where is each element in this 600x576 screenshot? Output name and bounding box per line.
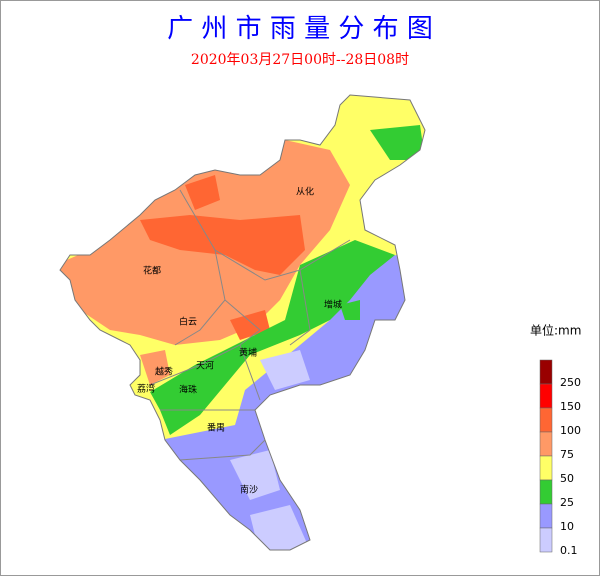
legend-label: 25 bbox=[560, 496, 574, 509]
legend-swatch bbox=[539, 407, 553, 433]
area-lavender bbox=[250, 505, 310, 550]
district-label: 天河 bbox=[196, 360, 214, 372]
area-green bbox=[340, 300, 360, 320]
area-red-orange bbox=[185, 175, 220, 210]
district-label: 越秀 bbox=[155, 366, 173, 378]
legend-label: 100 bbox=[560, 424, 581, 437]
legend-label: 150 bbox=[560, 400, 581, 413]
district-borders bbox=[149, 189, 351, 461]
legend-swatch bbox=[539, 431, 553, 457]
legend-swatch bbox=[539, 455, 553, 481]
district-label: 海珠 bbox=[179, 384, 197, 396]
district-label: 从化 bbox=[296, 186, 314, 198]
border bbox=[289, 269, 311, 346]
legend-label: 10 bbox=[560, 520, 574, 533]
area-lavender bbox=[260, 350, 310, 390]
legend-unit: 单位:mm bbox=[530, 323, 581, 338]
district-label: 黄埔 bbox=[239, 347, 257, 359]
legend-label: 50 bbox=[560, 472, 574, 485]
legend-swatch bbox=[539, 527, 553, 553]
area-green bbox=[370, 125, 425, 160]
district-label: 荔湾 bbox=[137, 383, 155, 395]
district-label: 花都 bbox=[143, 265, 161, 277]
border bbox=[179, 439, 266, 461]
legend-label: 75 bbox=[560, 448, 574, 461]
title: 广 州 市 雨 量 分 布 图 bbox=[167, 14, 433, 44]
legend-label: 250 bbox=[560, 376, 581, 389]
district-label: 增城 bbox=[324, 299, 342, 311]
border bbox=[239, 344, 261, 401]
district-label: 番禺 bbox=[207, 422, 225, 434]
legend-swatch bbox=[539, 479, 553, 505]
legend-swatch bbox=[539, 359, 553, 385]
district-label: 白云 bbox=[179, 316, 197, 328]
district-label: 南沙 bbox=[240, 484, 258, 496]
area-red-orange bbox=[140, 215, 305, 275]
area-lavender bbox=[230, 450, 280, 500]
district-labels: 从化 花都 增城 白云 黄埔 天河 越秀 荔湾 海珠 番禺 南沙 bbox=[137, 186, 342, 496]
subtitle: 2020年03月27日00时--28日08时 bbox=[191, 52, 409, 68]
area-orange bbox=[140, 350, 170, 385]
border bbox=[179, 189, 351, 281]
area-green bbox=[150, 240, 395, 435]
legend-label: 0.1 bbox=[560, 544, 578, 557]
city-outline bbox=[59, 94, 426, 551]
legend-swatch bbox=[539, 503, 553, 529]
legend-swatch bbox=[539, 383, 553, 409]
legend: 250 150 100 75 50 25 10 0.1 bbox=[539, 359, 581, 557]
border bbox=[174, 249, 226, 346]
